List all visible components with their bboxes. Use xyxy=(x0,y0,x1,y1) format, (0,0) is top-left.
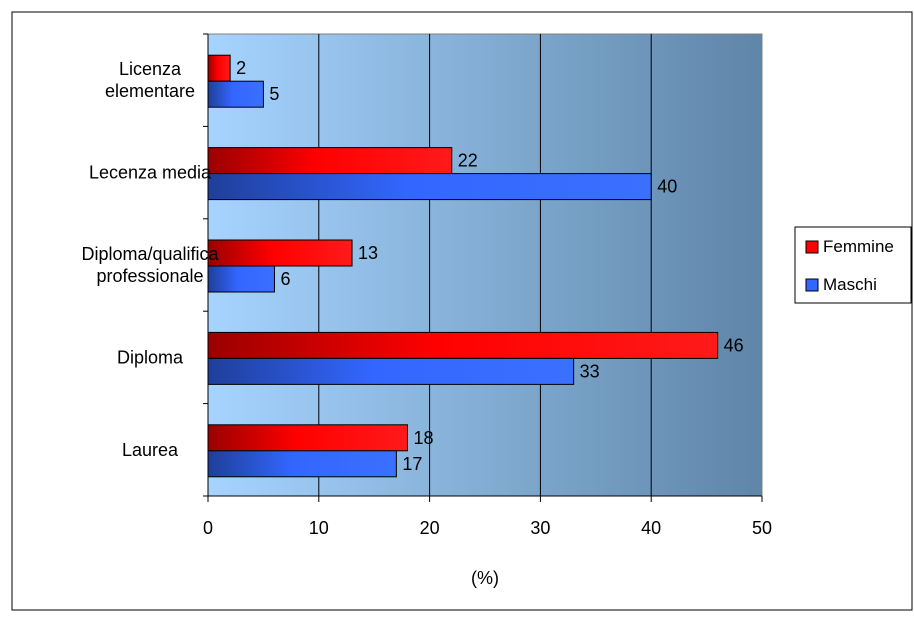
data-label-maschi-3: 33 xyxy=(580,361,600,381)
bar-femmine-2 xyxy=(207,239,353,267)
x-tick-label-10: 10 xyxy=(309,518,329,538)
bar-femmine-1 xyxy=(207,147,453,175)
data-label-femmine-3: 46 xyxy=(724,335,744,355)
x-tick-label-0: 0 xyxy=(203,518,213,538)
bar-femmine-4 xyxy=(207,424,408,452)
category-label-3: Diploma xyxy=(117,347,184,367)
axes xyxy=(203,33,763,502)
bar-maschi-0 xyxy=(207,80,264,108)
x-tick-label-20: 20 xyxy=(420,518,440,538)
x-tick-label-50: 50 xyxy=(752,518,772,538)
bar-maschi-2 xyxy=(207,265,275,293)
x-tick-label-40: 40 xyxy=(641,518,661,538)
bar-maschi-1 xyxy=(207,173,652,201)
category-label-4: Laurea xyxy=(122,440,179,460)
x-axis-title: (%) xyxy=(471,568,499,588)
category-label-0: Licenza elementare xyxy=(105,59,195,101)
bar-femmine-0 xyxy=(207,54,231,82)
bar-maschi-4 xyxy=(207,450,397,478)
category-label-1: Lecenza media xyxy=(89,163,212,183)
category-label-2: Diploma/qualifica professionale xyxy=(81,244,219,286)
bars xyxy=(207,54,719,478)
legend-swatch-femmine xyxy=(805,240,819,254)
data-label-femmine-4: 18 xyxy=(413,428,433,448)
data-label-maschi-2: 6 xyxy=(280,269,290,289)
bar-maschi-3 xyxy=(207,357,575,385)
data-label-femmine-1: 22 xyxy=(458,151,478,171)
data-label-maschi-0: 5 xyxy=(269,84,279,104)
legend-label-maschi: Maschi xyxy=(823,275,877,294)
data-label-maschi-1: 40 xyxy=(657,177,677,197)
bar-femmine-3 xyxy=(207,331,719,359)
legend: Femmine Maschi xyxy=(794,226,912,304)
labels: 0 10 20 30 40 50 Licenza elementare 2 5 Lecenza me… xyxy=(81,58,772,538)
legend-swatch-maschi xyxy=(805,278,819,292)
data-label-maschi-4: 17 xyxy=(402,454,422,474)
x-tick-label-30: 30 xyxy=(530,518,550,538)
data-label-femmine-0: 2 xyxy=(236,58,246,78)
legend-label-femmine: Femmine xyxy=(823,237,894,256)
data-label-femmine-2: 13 xyxy=(358,243,378,263)
